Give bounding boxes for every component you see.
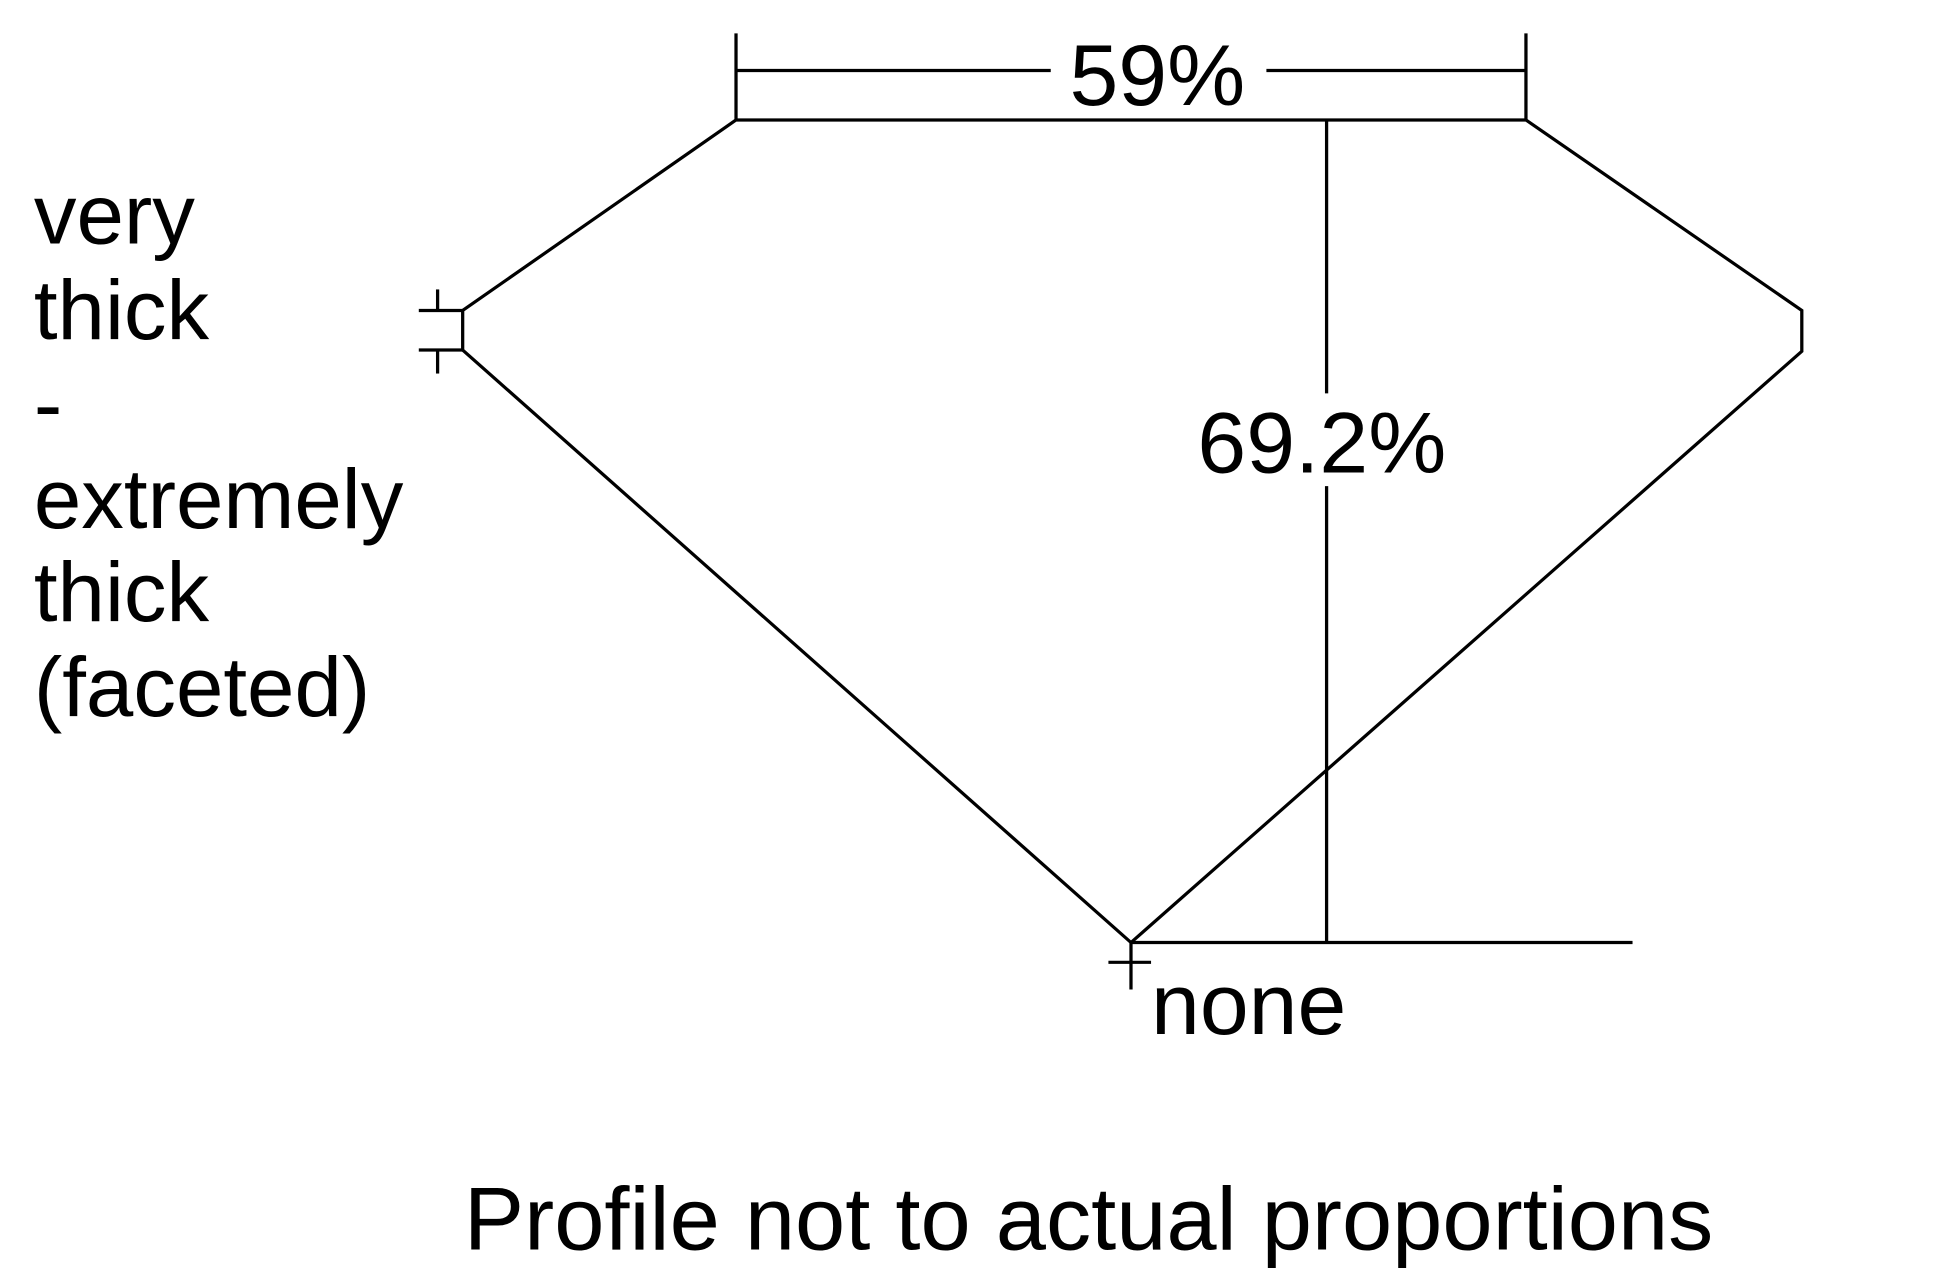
girdle-markers (418, 289, 463, 374)
girdle-label-line: extremely (34, 452, 404, 546)
girdle-label-line: thick (34, 544, 210, 638)
depth-dimension: 69.2% (1130, 119, 1633, 945)
caption: Profile not to actual proportions (464, 1170, 1713, 1269)
girdle-label-line: very (34, 167, 196, 261)
girdle-label-line: thick (34, 262, 210, 356)
girdle-label-line: - (34, 356, 62, 450)
table-dimension: 59% (734, 28, 1528, 124)
culet-marker (1108, 942, 1152, 990)
table-percentage: 59% (1069, 28, 1245, 124)
girdle-label-line: (faceted) (34, 640, 370, 734)
depth-percentage: 69.2% (1197, 395, 1446, 491)
girdle-label: very thick - extremely thick (faceted) (34, 167, 404, 734)
diamond-outline (461, 118, 1804, 945)
culet-label: none (1151, 957, 1346, 1053)
